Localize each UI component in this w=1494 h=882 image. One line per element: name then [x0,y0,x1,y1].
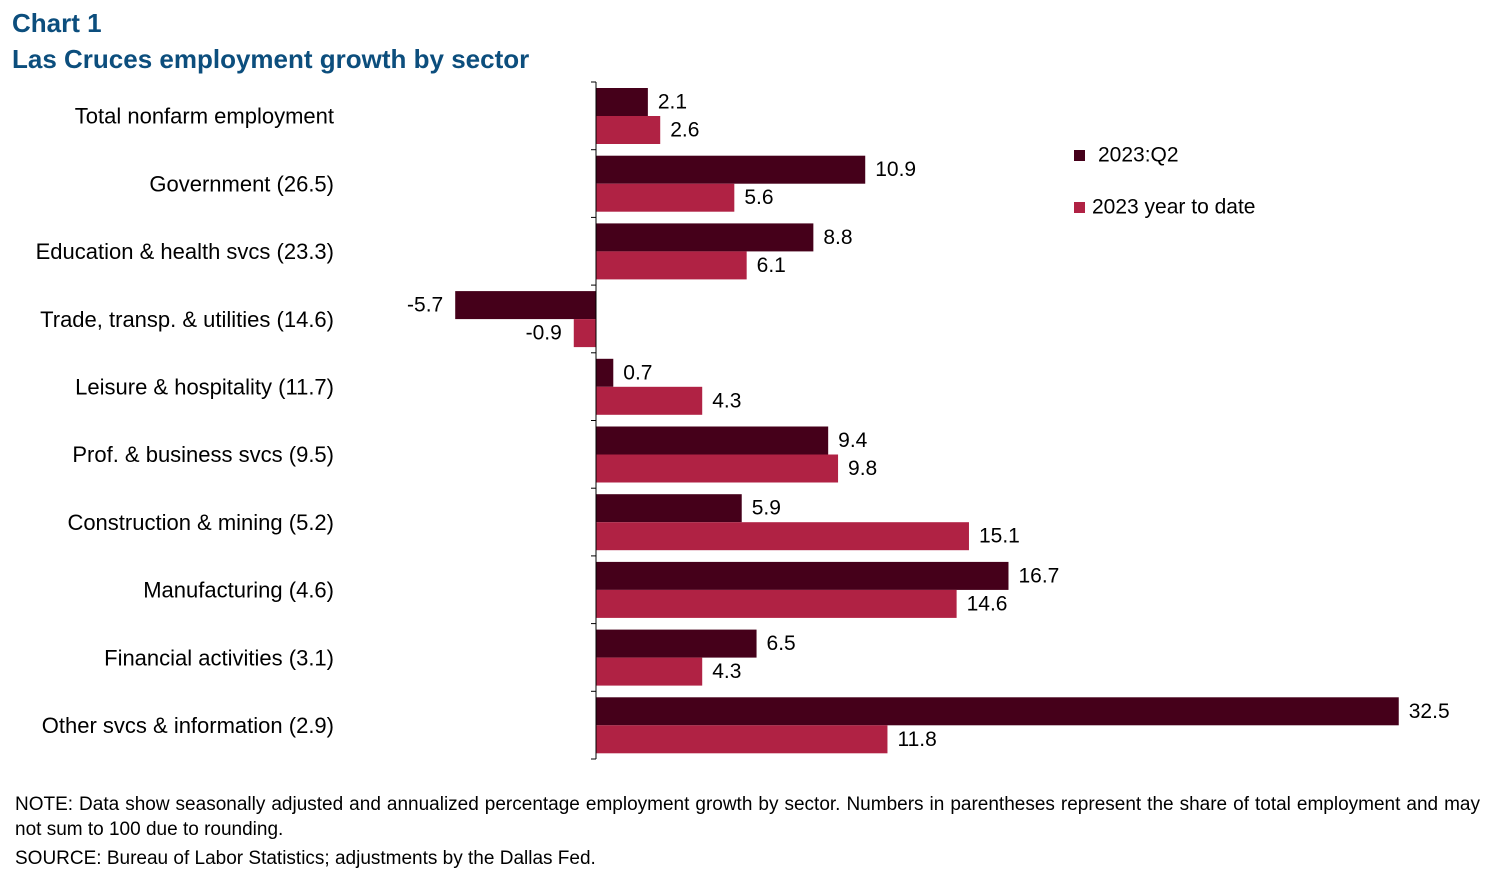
data-label: 5.6 [744,186,773,209]
data-label: 11.8 [897,728,936,751]
bar-q2-other-svcs-information-2-9 [596,697,1399,726]
bar-q2-prof-business-svcs-9-5 [596,426,829,455]
bar-chart: Total nonfarm employment 2.1 2.6 Government… [36,81,1450,760]
bar-ytd-prof-business-svcs-9-5 [596,454,839,483]
bar-q2-education-health-svcs-23-3 [596,223,814,252]
footnote-source: SOURCE: Bureau of Labor Statistics; adju… [15,848,596,869]
data-label: 15.1 [979,525,1020,548]
data-label: 8.8 [823,226,852,249]
chart-label: Chart 1 [12,8,102,38]
category-label: Other svcs & information (2.9) [42,713,334,738]
bar-q2-leisure-hospitality-11-7 [596,358,614,387]
data-label: 6.1 [757,254,786,277]
data-label: 2.1 [658,91,687,114]
data-label: -0.9 [526,322,562,345]
data-label: 14.6 [967,592,1008,615]
data-label: 32.5 [1409,700,1450,723]
data-label: 10.9 [875,158,916,181]
category-label: Government (26.5) [149,171,334,196]
category-label: Education & health svcs (23.3) [36,239,334,264]
category-label: Total nonfarm employment [75,104,334,129]
category-label: Financial activities (3.1) [104,645,334,670]
bar-q2-total-nonfarm-employment [596,88,648,116]
footnote-note: NOTE: Data show seasonally adjusted and … [15,794,1480,840]
category-label: Leisure & hospitality (11.7) [75,374,334,399]
category-label: Prof. & business svcs (9.5) [72,442,334,467]
bar-q2-financial-activities-3-1 [596,629,757,658]
bar-ytd-government-26-5 [596,183,735,212]
bar-q2-government-26-5 [596,155,866,184]
data-label: 9.8 [848,457,877,480]
bar-ytd-education-health-svcs-23-3 [596,251,747,280]
bar-ytd-other-svcs-information-2-9 [596,725,888,754]
legend-label: 2023 year to date [1092,196,1255,219]
legend-swatch-ytd [1074,202,1085,213]
bar-q2-construction-mining-5-2 [596,494,742,523]
legend-label: 2023:Q2 [1098,144,1179,167]
category-label: Construction & mining (5.2) [67,510,334,535]
data-label: -5.7 [407,294,443,317]
chart-title: Las Cruces employment growth by sector [12,44,530,74]
data-label: 4.3 [712,389,741,412]
data-label: 9.4 [838,429,868,452]
data-label: 0.7 [623,361,652,384]
bar-q2-trade-transp-utilities-14-6 [455,291,596,320]
bar-ytd-financial-activities-3-1 [596,657,703,686]
legend-swatch-q2 [1074,150,1085,161]
bar-q2-manufacturing-4-6 [596,561,1009,590]
data-label: 6.5 [767,632,796,655]
data-label: 2.6 [670,119,699,142]
category-label: Manufacturing (4.6) [143,578,334,603]
bar-ytd-total-nonfarm-employment [596,116,661,144]
bar-ytd-leisure-hospitality-11-7 [596,386,703,415]
bar-ytd-manufacturing-4-6 [596,589,957,618]
data-label: 4.3 [712,660,741,683]
data-label: 16.7 [1018,564,1059,587]
bar-ytd-trade-transp-utilities-14-6 [573,319,596,348]
bar-ytd-construction-mining-5-2 [596,522,969,551]
category-label: Trade, transp. & utilities (14.6) [40,307,334,332]
data-label: 5.9 [752,497,781,520]
